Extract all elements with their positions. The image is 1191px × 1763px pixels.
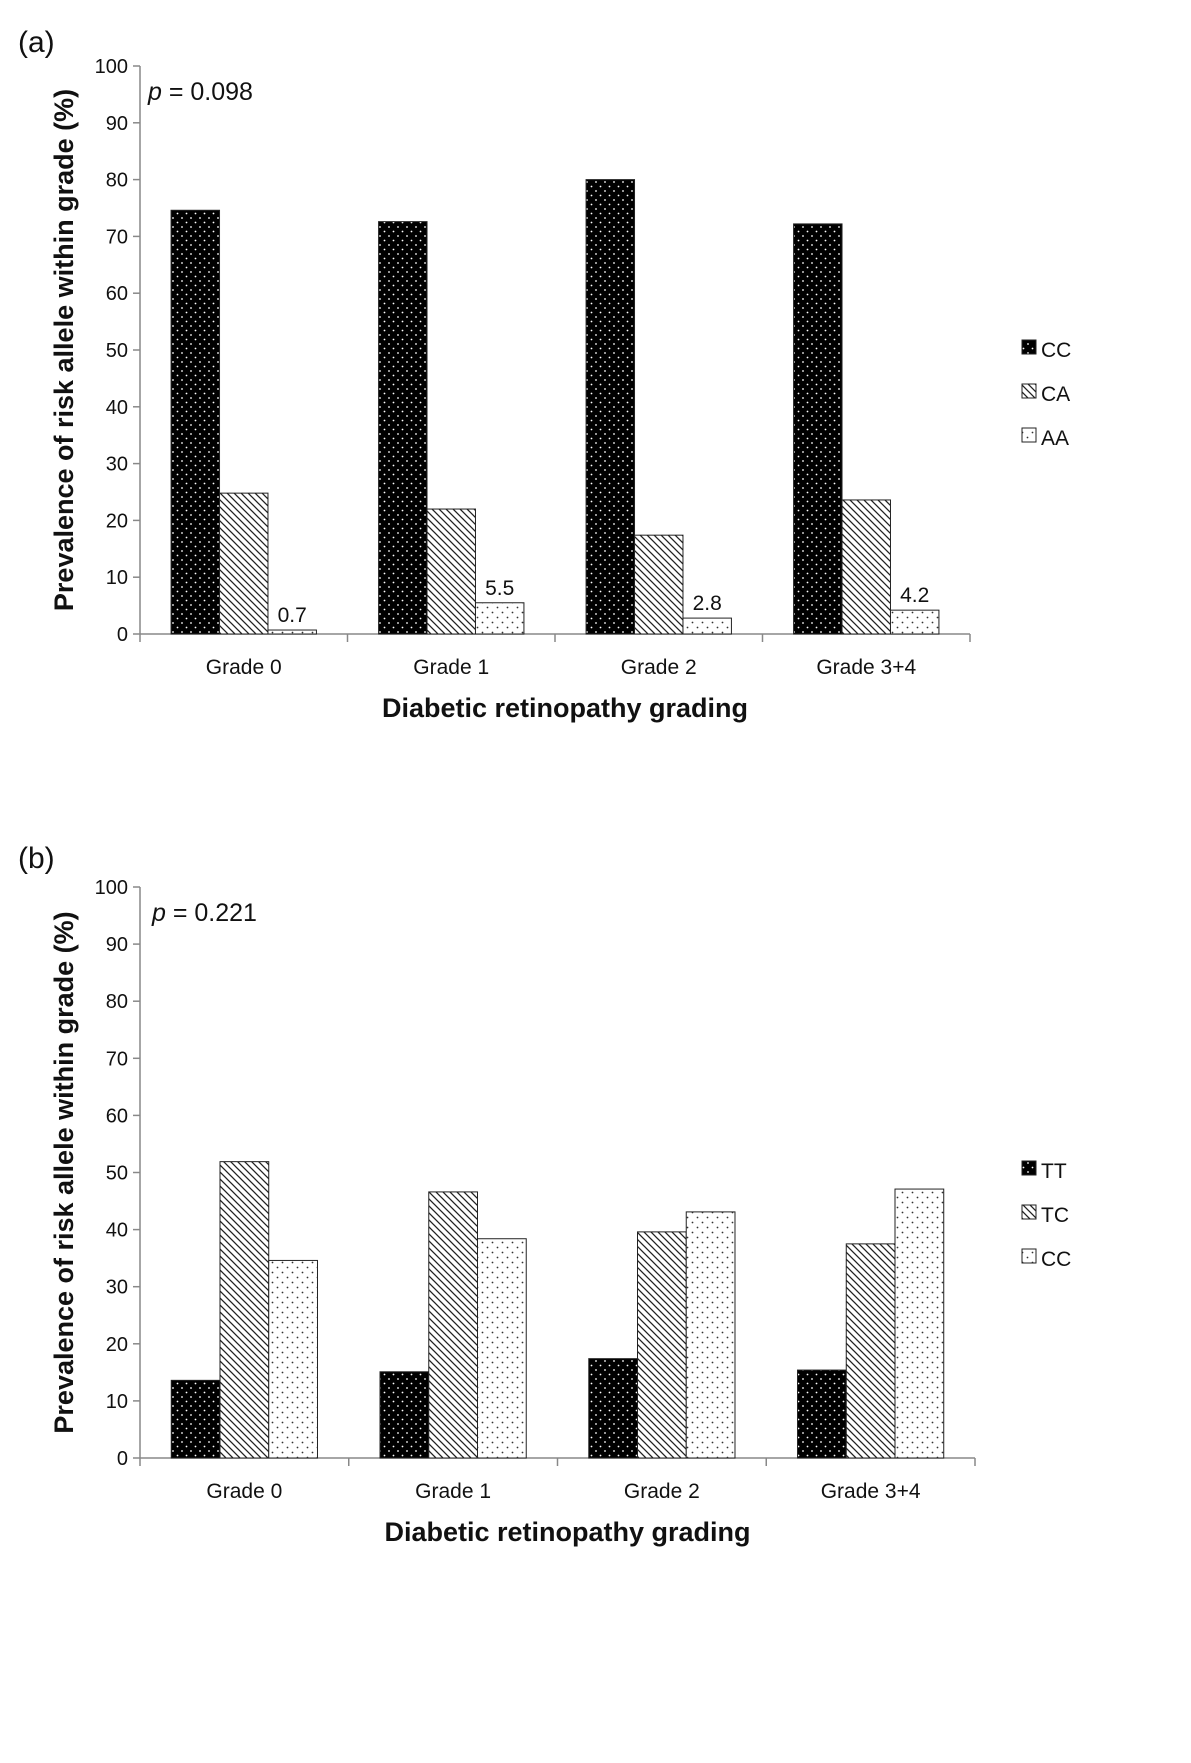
chart-panel-1: (b) 0 10 20 30 40 50 60 70 80 90 100 Grade 0 Grade 1 G… [18,842,1071,1547]
x-tick-label: Grade 0 [206,1480,282,1503]
bar-tt-3 [797,1369,847,1459]
y-tick-label: 30 [106,454,128,476]
bar-cc-0 [170,209,221,635]
x-tick-label: Grade 2 [621,656,697,679]
bar-cc-1 [378,221,428,635]
bar-aa-1 [474,602,525,635]
y-tick-label: 60 [106,1105,128,1127]
y-tick-label: 100 [95,56,128,78]
legend-swatch-aa [1021,427,1037,443]
data-label: 2.8 [693,592,722,615]
bar-cc-2 [585,179,636,635]
bar-tc-3 [845,1243,896,1459]
x-axis-title: Diabetic retinopathy grading [382,693,748,723]
legend-swatch-tt [1021,1160,1037,1176]
y-tick-label: 50 [106,340,128,362]
y-tick-label: 50 [106,1163,128,1185]
x-tick-label: Grade 1 [413,656,489,679]
p-symbol: p [147,78,162,106]
panel-label: (a) [18,26,55,59]
bar-cc-1 [476,1238,527,1459]
y-tick-label: 70 [106,1048,128,1070]
p-value-annotation: p = 0.221 [151,899,257,927]
bar-tc-0 [219,1161,270,1459]
p-value-annotation: p = 0.098 [147,78,253,106]
y-tick-label: 0 [117,624,128,646]
data-label: 4.2 [900,584,929,607]
legend-swatch-ca [1021,383,1037,399]
legend-label: CC [1041,339,1071,362]
bar-ca-2 [634,534,684,635]
legend-label: TC [1041,1204,1069,1227]
bar-tt-2 [588,1358,639,1459]
legend-swatch-cc [1021,1248,1037,1264]
x-tick-label: Grade 1 [415,1480,491,1503]
bar-aa-0 [267,629,317,635]
x-axis-title: Diabetic retinopathy grading [384,1517,750,1547]
y-tick-label: 70 [106,226,128,248]
bar-tt-1 [379,1371,430,1459]
x-tick-label: Grade 3+4 [821,1480,921,1503]
data-label: 5.5 [485,577,514,600]
bar-tt-0 [170,1379,221,1459]
p-symbol: p [151,899,166,927]
y-tick-label: 80 [106,170,128,192]
legend-label: AA [1041,427,1069,450]
bar-ca-0 [219,492,269,635]
y-tick-label: 10 [106,567,128,589]
y-axis-title: Prevalence of risk allele within grade (… [49,911,79,1433]
y-tick-label: 20 [106,510,128,532]
chart-panel-0: (a) 0 10 20 30 40 50 60 70 80 90 100 Grade 0 0.7 Grade… [18,26,1071,723]
bar-cc-3 [894,1188,945,1459]
y-tick-label: 0 [117,1448,128,1470]
y-tick-label: 20 [106,1334,128,1356]
y-tick-label: 30 [106,1277,128,1299]
bar-cc-3 [793,223,843,635]
y-tick-label: 40 [106,397,128,419]
x-tick-label: Grade 2 [624,1480,700,1503]
bar-aa-3 [889,609,940,635]
legend-swatch-cc [1021,339,1037,355]
y-tick-label: 40 [106,1220,128,1242]
y-tick-label: 60 [106,283,128,305]
bar-ca-3 [841,499,891,635]
data-label: 0.7 [278,604,307,627]
bar-cc-0 [268,1259,318,1459]
panel-label: (b) [18,842,55,875]
bar-ca-1 [426,508,476,635]
bar-aa-2 [682,617,732,635]
bar-tc-2 [637,1231,687,1459]
y-tick-label: 90 [106,113,128,135]
y-axis-title: Prevalence of risk allele within grade (… [49,89,79,611]
y-tick-label: 100 [95,877,128,899]
bar-tc-1 [428,1191,478,1459]
y-tick-label: 80 [106,991,128,1013]
y-tick-label: 10 [106,1391,128,1413]
x-tick-label: Grade 0 [206,656,282,679]
bar-cc-2 [685,1211,736,1459]
x-tick-label: Grade 3+4 [816,656,916,679]
legend-label: CA [1041,383,1070,406]
legend-label: CC [1041,1248,1071,1271]
legend-swatch-tc [1021,1204,1037,1220]
p-value: = 0.221 [166,899,257,927]
p-value: = 0.098 [162,78,253,106]
y-tick-label: 90 [106,934,128,956]
legend-label: TT [1041,1160,1067,1183]
